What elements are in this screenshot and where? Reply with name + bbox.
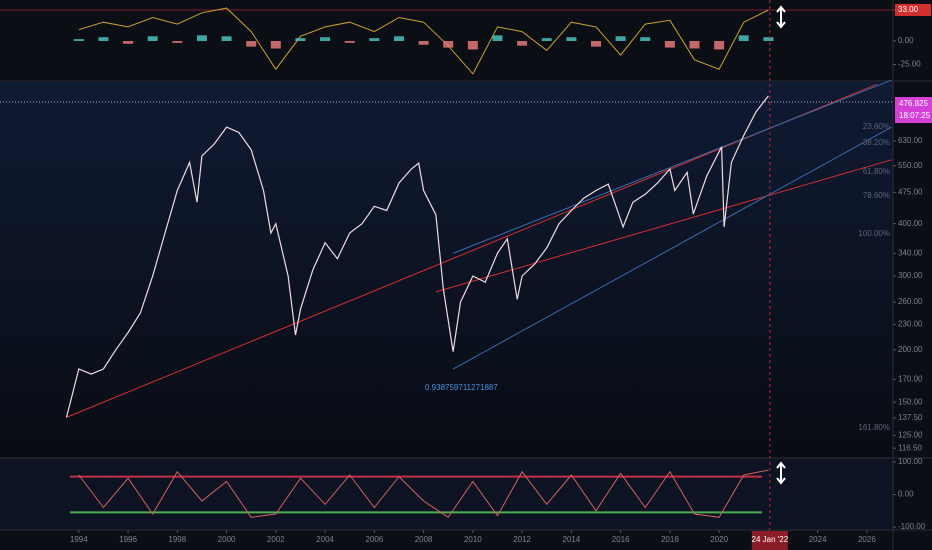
y-tick-label: 150.00 bbox=[898, 397, 923, 406]
histogram-bar bbox=[369, 38, 380, 41]
histogram-bar bbox=[393, 36, 404, 41]
last-price-label: 476.825 bbox=[899, 99, 928, 108]
histogram-bar bbox=[344, 40, 355, 43]
y-tick-label: -100.00 bbox=[898, 522, 926, 531]
y-tick-label: 340.00 bbox=[898, 248, 923, 257]
x-tick-label: 2006 bbox=[365, 535, 383, 544]
histogram-bar bbox=[664, 40, 675, 48]
trend-line bbox=[452, 126, 892, 370]
histogram-bar bbox=[320, 37, 331, 41]
y-tick-label: 125.00 bbox=[898, 430, 923, 439]
y-tick-label: 33.00 bbox=[898, 5, 919, 14]
x-tick-label: 2002 bbox=[267, 535, 285, 544]
annotation: 0.938759711271887 bbox=[425, 383, 498, 392]
histogram-bar bbox=[196, 35, 207, 41]
histogram-bar bbox=[517, 40, 528, 46]
histogram-bar bbox=[418, 40, 429, 45]
histogram-bar bbox=[615, 36, 626, 41]
main-pane bbox=[0, 82, 893, 457]
histogram-bar bbox=[714, 40, 725, 50]
fib-label: 100.00% bbox=[858, 229, 890, 238]
histogram-bar bbox=[443, 40, 454, 48]
y-tick-label: 400.00 bbox=[898, 219, 923, 228]
x-tick-label: 2008 bbox=[415, 535, 433, 544]
x-tick-label: 2016 bbox=[612, 535, 630, 544]
histogram-bar bbox=[246, 40, 257, 47]
fib-label: 61.80% bbox=[863, 167, 890, 176]
histogram-bar bbox=[123, 40, 134, 44]
histogram-bar bbox=[640, 37, 651, 41]
y-tick-label: 630.00 bbox=[898, 136, 923, 145]
y-tick-label: 260.00 bbox=[898, 297, 923, 306]
y-tick-label: 100.00 bbox=[898, 457, 923, 466]
cursor-tag bbox=[751, 531, 788, 550]
histogram-bar bbox=[295, 38, 306, 41]
resize-arrow[interactable] bbox=[776, 5, 786, 485]
y-tick-label: 300.00 bbox=[898, 271, 923, 280]
histogram-bar bbox=[492, 35, 503, 41]
x-tick-label: 2010 bbox=[464, 535, 482, 544]
histogram-bar bbox=[590, 40, 601, 47]
y-tick-label: 0.00 bbox=[898, 36, 914, 45]
x-tick-label: 2012 bbox=[513, 535, 531, 544]
x-tick-label: 2014 bbox=[562, 535, 580, 544]
x-tick-label: 1996 bbox=[119, 535, 137, 544]
histogram-bar bbox=[221, 36, 232, 41]
histogram-bar bbox=[98, 37, 109, 41]
y-tick-label: 170.00 bbox=[898, 375, 923, 384]
y-tick-label: 230.00 bbox=[898, 319, 923, 328]
y-tick-label: 116.50 bbox=[898, 443, 922, 452]
series-line bbox=[78, 7, 769, 75]
x-tick-label: 1998 bbox=[168, 535, 186, 544]
trend-line bbox=[452, 79, 892, 254]
histogram-bar bbox=[73, 39, 84, 41]
histogram-bar bbox=[467, 40, 478, 50]
value-tag bbox=[895, 3, 931, 16]
countdown-label: 18:07:25 bbox=[899, 111, 931, 120]
fib-label: 161.80% bbox=[858, 423, 890, 432]
y-tick-label: 0.00 bbox=[898, 490, 914, 499]
x-tick-label: 1994 bbox=[70, 535, 88, 544]
fib-label: 78.60% bbox=[863, 191, 890, 200]
histogram-bar bbox=[270, 40, 281, 49]
y-tick-label: 550.00 bbox=[898, 161, 923, 170]
series-line bbox=[78, 469, 769, 518]
x-tick-label: 2004 bbox=[316, 535, 334, 544]
x-tick-label: 2000 bbox=[218, 535, 236, 544]
x-tick-label: 2026 bbox=[858, 535, 876, 544]
histogram-bar bbox=[763, 37, 774, 41]
histogram-bar bbox=[541, 38, 552, 41]
histogram-bar bbox=[566, 37, 577, 41]
fib-label: 23.60% bbox=[863, 122, 890, 131]
bottom-pane bbox=[0, 459, 893, 530]
y-tick-label: 137.50 bbox=[898, 413, 923, 422]
cursor-label: 24 Jan '22 bbox=[752, 535, 789, 544]
x-tick-label: 2018 bbox=[661, 535, 679, 544]
y-tick-label: -25.00 bbox=[898, 60, 921, 69]
histogram-bar bbox=[738, 35, 749, 41]
y-tick-label: 200.00 bbox=[898, 345, 923, 354]
histogram-bar bbox=[689, 40, 700, 49]
histogram-bar bbox=[147, 36, 158, 41]
y-tick-label: 475.00 bbox=[898, 187, 923, 196]
x-tick-label: 2020 bbox=[710, 535, 728, 544]
histogram-bar bbox=[172, 40, 183, 43]
series-line bbox=[65, 95, 769, 418]
last-price-tag bbox=[895, 97, 932, 123]
x-tick-label: 2024 bbox=[809, 535, 827, 544]
fib-label: 38.20% bbox=[863, 138, 890, 147]
